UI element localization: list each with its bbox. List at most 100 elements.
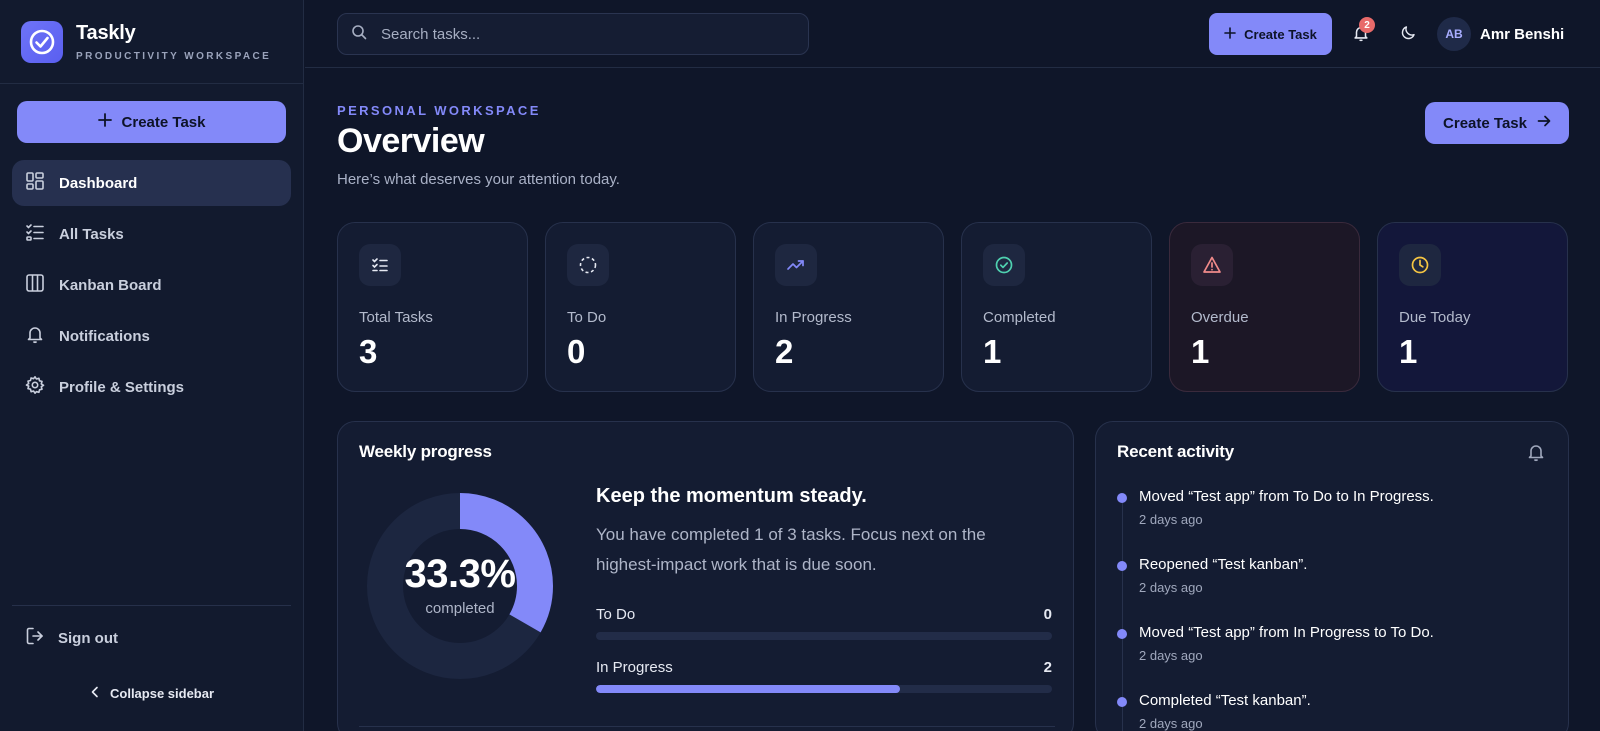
- topbar-create-task-label: Create Task: [1244, 26, 1317, 42]
- weekly-divider: [359, 726, 1055, 727]
- logo-check-icon: [21, 20, 63, 63]
- brand-name: Taskly: [76, 21, 136, 44]
- sidebar-create-task-label: Create Task: [121, 113, 206, 131]
- sidebar: Taskly PRODUCTIVITY WORKSPACE Create Tas…: [0, 0, 304, 731]
- workspace-eyebrow: PERSONAL WORKSPACE: [337, 103, 541, 118]
- list-check-icon: [25, 222, 45, 246]
- stat-value: 1: [1399, 333, 1418, 370]
- bar-value: 0: [1043, 606, 1052, 623]
- bar-label: In Progress: [596, 659, 673, 676]
- momentum-headline: Keep the momentum steady.: [596, 485, 867, 507]
- sidebar-item-label: Dashboard: [59, 174, 138, 192]
- stat-card-total-tasks[interactable]: Total Tasks 3: [337, 222, 528, 392]
- sidebar-item-label: Profile & Settings: [59, 378, 185, 396]
- activity-time: 2 days ago: [1139, 512, 1203, 527]
- activity-time: 2 days ago: [1139, 580, 1203, 595]
- timeline-dot: [1117, 697, 1127, 707]
- brand[interactable]: Taskly PRODUCTIVITY WORKSPACE: [0, 0, 303, 84]
- trending-up-icon: [775, 244, 817, 286]
- topbar: Create Task 2 AB Amr Benshi: [305, 0, 1600, 68]
- sidebar-item-label: All Tasks: [59, 225, 124, 243]
- sign-out-label: Sign out: [58, 629, 118, 647]
- stat-card-completed[interactable]: Completed 1: [961, 222, 1152, 392]
- progress-bar-in-progress: In Progress 2: [596, 659, 1052, 693]
- timeline-dot: [1117, 493, 1127, 503]
- sidebar-item-dashboard[interactable]: Dashboard: [12, 160, 291, 206]
- stat-label: Total Tasks: [359, 309, 433, 326]
- recent-activity-title: Recent activity: [1117, 442, 1234, 461]
- stat-value: 3: [359, 333, 378, 370]
- gear-icon: [25, 375, 45, 399]
- sign-out-icon: [25, 626, 45, 650]
- stat-card-to-do[interactable]: To Do 0: [545, 222, 736, 392]
- avatar: AB: [1437, 17, 1471, 51]
- plus-icon: [97, 113, 112, 131]
- stat-value: 0: [567, 333, 586, 370]
- stat-label: Completed: [983, 309, 1056, 326]
- topbar-create-task-button[interactable]: Create Task: [1209, 13, 1332, 55]
- clock-icon: [1399, 244, 1441, 286]
- stat-value: 1: [1191, 333, 1210, 370]
- search-icon: [351, 24, 367, 45]
- page-title: Overview: [337, 122, 485, 160]
- chevron-left-icon: [90, 686, 100, 701]
- bar-value: 2: [1043, 659, 1052, 676]
- timeline-dot: [1117, 629, 1127, 639]
- sidebar-item-label: Kanban Board: [59, 276, 162, 294]
- dashed-circle-icon: [567, 244, 609, 286]
- sidebar-item-all-tasks[interactable]: All Tasks: [12, 211, 291, 257]
- progress-donut: [367, 493, 553, 679]
- sidebar-divider: [12, 605, 291, 606]
- stat-label: To Do: [567, 309, 607, 326]
- stat-card-in-progress[interactable]: In Progress 2: [753, 222, 944, 392]
- progress-bar-to-do: To Do 0: [596, 606, 1052, 640]
- stat-card-overdue[interactable]: Overdue 1: [1169, 222, 1360, 392]
- activity-time: 2 days ago: [1139, 716, 1203, 731]
- search-input[interactable]: [381, 25, 781, 43]
- header-create-task-button[interactable]: Create Task: [1425, 102, 1569, 144]
- activity-text: Completed “Test kanban”.: [1139, 692, 1311, 709]
- plus-icon: [1224, 26, 1236, 42]
- weekly-progress-card: Weekly progress 33.3% completed Keep the…: [337, 421, 1074, 731]
- page-subtitle: Here’s what deserves your attention toda…: [337, 171, 620, 188]
- stat-label: Due Today: [1399, 309, 1471, 326]
- sidebar-item-label: Notifications: [59, 327, 150, 345]
- header-create-task-label: Create Task: [1443, 114, 1527, 132]
- bar-fill: [596, 685, 901, 693]
- bell-icon: [25, 324, 45, 348]
- stat-value: 2: [775, 333, 794, 370]
- activity-text: Reopened “Test kanban”.: [1139, 556, 1308, 573]
- sidebar-create-task-button[interactable]: Create Task: [17, 101, 286, 143]
- collapse-sidebar-button[interactable]: Collapse sidebar: [90, 686, 214, 701]
- user-name: Amr Benshi: [1480, 25, 1565, 43]
- sidebar-item-notifications[interactable]: Notifications: [12, 313, 291, 359]
- stat-label: In Progress: [775, 309, 852, 326]
- weekly-progress-title: Weekly progress: [359, 442, 492, 461]
- theme-toggle-button[interactable]: [1393, 20, 1423, 50]
- activity-text: Moved “Test app” from In Progress to To …: [1139, 624, 1434, 641]
- stat-card-due-today[interactable]: Due Today 1: [1377, 222, 1568, 392]
- progress-percent: 33.3%: [404, 552, 516, 596]
- donut-progress-arc: [367, 493, 553, 679]
- dashboard-icon: [25, 171, 45, 195]
- bar-track: [596, 685, 1052, 693]
- stat-label: Overdue: [1191, 309, 1249, 326]
- moon-icon: [1400, 24, 1417, 46]
- bar-track: [596, 632, 1052, 640]
- activity-time: 2 days ago: [1139, 648, 1203, 663]
- arrow-right-icon: [1537, 114, 1551, 132]
- collapse-sidebar-label: Collapse sidebar: [110, 686, 215, 701]
- activity-timeline-line: [1122, 496, 1123, 731]
- sidebar-item-kanban-board[interactable]: Kanban Board: [12, 262, 291, 308]
- checklist-icon: [359, 244, 401, 286]
- momentum-body: You have completed 1 of 3 tasks. Focus n…: [596, 525, 986, 574]
- sidebar-item-profile-settings[interactable]: Profile & Settings: [12, 364, 291, 410]
- bell-icon[interactable]: [1526, 442, 1546, 467]
- sidebar-nav: Dashboard All Tasks Kanban Board Notific…: [12, 160, 291, 415]
- kanban-icon: [25, 273, 45, 297]
- search-box[interactable]: [337, 13, 809, 55]
- brand-subtitle: PRODUCTIVITY WORKSPACE: [76, 50, 272, 62]
- sign-out-button[interactable]: Sign out: [25, 626, 118, 650]
- user-menu[interactable]: AB Amr Benshi: [1437, 17, 1564, 51]
- recent-activity-card: Recent activity Moved “Test app” from To…: [1095, 421, 1569, 731]
